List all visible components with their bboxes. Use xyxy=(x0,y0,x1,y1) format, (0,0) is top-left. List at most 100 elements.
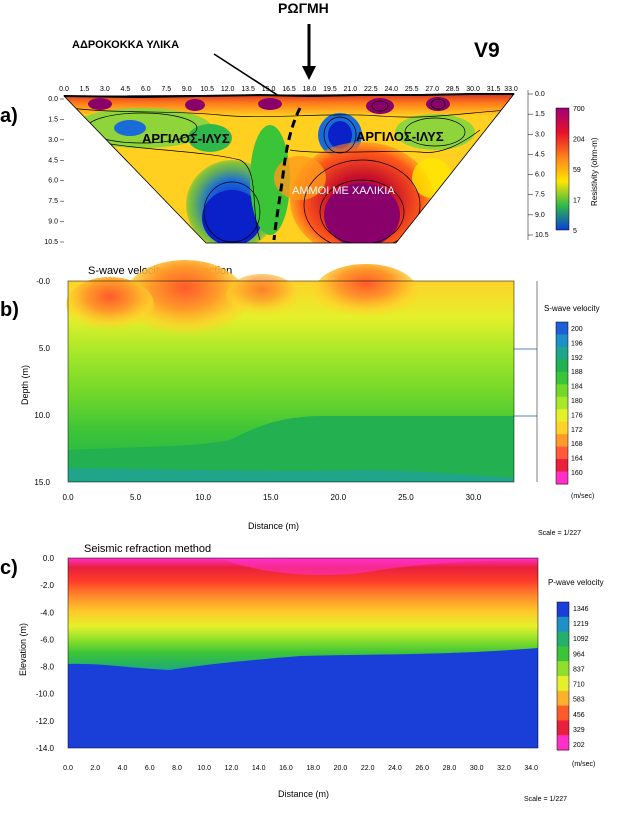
pwave-legend-value: 202 xyxy=(573,742,585,749)
c-y-tick-label: -8.0 xyxy=(40,663,54,672)
pwave-legend-value: 710 xyxy=(573,682,585,689)
c-y-tick-label: -6.0 xyxy=(40,635,54,644)
swave-legend-swatch xyxy=(556,421,568,435)
c-x-tick-label: 4.0 xyxy=(118,765,128,772)
c-y-tick-label: -12.0 xyxy=(36,717,55,726)
a-y-tick-label: 4.5 xyxy=(48,157,58,164)
c-x-tick-label: 18.0 xyxy=(306,765,320,772)
panel-c-label: c) xyxy=(0,557,18,579)
a-x-tick-label: 10.5 xyxy=(200,86,214,93)
sands-label: ΑΜΜΟΙ ΜΕ ΧΑΛΙΚΙΑ xyxy=(292,185,395,197)
swave-legend-swatch xyxy=(556,371,568,385)
panel-a-y-ticks-right: 0.0 1.5 3.0 4.5 6.0 7.5 9.0 10.5 xyxy=(527,90,549,240)
swave-legend-value: 176 xyxy=(571,412,583,419)
swave-legend-swatch xyxy=(556,346,568,360)
a-y-right-tick-label: 7.5 xyxy=(535,192,545,199)
c-y-tick-label: -4.0 xyxy=(40,608,54,617)
c-x-tick-label: 26.0 xyxy=(415,765,429,772)
pwave-legend-swatch xyxy=(557,690,569,707)
resistivity-colorbar-label: Resistivity (ohm-m) xyxy=(590,137,599,206)
b-x-tick-label: 5.0 xyxy=(130,493,142,502)
coarse-pointer xyxy=(213,53,283,99)
c-x-tick-label: 0.0 xyxy=(63,765,73,772)
c-x-tick-label: 22.0 xyxy=(361,765,375,772)
pwave-legend-value: 583 xyxy=(573,697,585,704)
c-x-tick-label: 12.0 xyxy=(225,765,239,772)
swave-legend-swatch xyxy=(556,384,568,398)
a-x-tick-label: 27.0 xyxy=(425,86,439,93)
pwave-legend-value: 456 xyxy=(573,712,585,719)
a-x-tick-label: 1.5 xyxy=(80,86,90,93)
a-x-tick-label: 24.0 xyxy=(384,86,398,93)
swave-units: (m/sec) xyxy=(571,493,594,500)
pwave-legend-swatch xyxy=(557,720,569,736)
c-x-tick-label: 2.0 xyxy=(90,765,100,772)
fault-line xyxy=(272,107,302,241)
resistivity-tick-label: 204 xyxy=(573,137,585,144)
swave-legend-swatch xyxy=(556,446,568,460)
resistivity-tick-label: 17 xyxy=(573,198,581,205)
swave-legend-value: 184 xyxy=(571,384,583,391)
swave-legend-value: 160 xyxy=(571,470,583,477)
a-x-tick-label: 15.0 xyxy=(262,86,276,93)
panel-c: c) Seismic refraction method 0.0 2.0 4.0 6.… xyxy=(0,543,604,803)
b-x-tick-label: 30.0 xyxy=(466,493,482,502)
swave-legend-value: 164 xyxy=(571,456,583,463)
a-y-right-tick-label: 0.0 xyxy=(535,91,545,98)
pwave-legend-swatch xyxy=(557,631,569,647)
swave-plot-area xyxy=(66,260,515,483)
c-x-tick-label: 10.0 xyxy=(197,765,211,772)
pwave-legend-value: 1092 xyxy=(573,636,589,643)
pwave-legend-value: 1346 xyxy=(573,606,589,613)
a-y-tick-label: 1.5 xyxy=(48,116,58,123)
c-y-tick-label: 0.0 xyxy=(43,554,55,563)
a-x-tick-label: 22.5 xyxy=(364,86,378,93)
b-y-tick-label: -0.0 xyxy=(36,277,50,286)
panel-a: a) V9 ΡΩΓΜΗ ΑΔΡΟΚΟΚΚΑ ΥΛΙΚΑ 0.0 1.5 3.0 4.5… xyxy=(0,0,599,246)
a-x-tick-label: 13.5 xyxy=(241,86,255,93)
swave-legend-swatch xyxy=(556,434,568,448)
pwave-legend: 1346 1219 1092 964 837 710 583 456 329 202 xyxy=(556,601,589,751)
resistivity-tick-label: 59 xyxy=(573,167,581,174)
pwave-legend-value: 1219 xyxy=(573,621,589,628)
b-y-tick-label: 15.0 xyxy=(34,478,50,487)
pwave-legend-swatch xyxy=(557,616,569,633)
a-y-tick-label: 3.0 xyxy=(48,137,58,144)
c-x-tick-label: 14.0 xyxy=(252,765,266,772)
swave-legend-value: 172 xyxy=(571,427,583,434)
c-x-tick-label: 24.0 xyxy=(388,765,402,772)
panel-c-x-ticks: 0.0 2.0 4.0 6.0 8.0 10.0 12.0 14.0 16.0 18.0 20.0 2… xyxy=(63,765,538,772)
panel-b-xlabel: Distance (m) xyxy=(248,521,299,531)
swave-legend-frame xyxy=(555,321,569,485)
a-x-tick-label: 31.5 xyxy=(487,86,501,93)
topography-line xyxy=(63,93,514,99)
swave-legend-value: 200 xyxy=(571,326,583,333)
site-label: V9 xyxy=(474,39,500,62)
c-x-tick-label: 32.0 xyxy=(497,765,511,772)
pwave-legend-swatch xyxy=(557,646,569,662)
a-x-tick-label: 4.5 xyxy=(120,86,130,93)
c-x-tick-label: 28.0 xyxy=(443,765,457,772)
c-x-tick-label: 34.0 xyxy=(524,765,538,772)
panel-c-xlabel: Distance (m) xyxy=(278,789,329,799)
pwave-legend-swatch xyxy=(557,705,569,721)
b-x-tick-label: 25.0 xyxy=(398,493,414,502)
crack-annotation: ΡΩΓΜΗ xyxy=(278,0,329,16)
a-y-tick-label: 9.0 xyxy=(48,219,58,226)
a-y-right-tick-label: 4.5 xyxy=(535,151,545,158)
b-y-tick-label: 10.0 xyxy=(34,411,50,420)
c-y-tick-label: -2.0 xyxy=(40,581,54,590)
panel-b-label: b) xyxy=(0,299,19,321)
a-x-tick-label: 7.5 xyxy=(161,86,171,93)
swave-legend-value: 192 xyxy=(571,355,583,362)
a-x-tick-label: 25.5 xyxy=(405,86,419,93)
swave-legend-swatch xyxy=(556,322,568,335)
b-x-tick-label: 15.0 xyxy=(263,493,279,502)
a-y-tick-label: 7.5 xyxy=(48,198,58,205)
panel-c-ylabel: Elevation (m) xyxy=(18,623,28,676)
panel-c-y-ticks: 0.0 -2.0 -4.0 -6.0 -8.0 -10.0 -12.0 -14.0 xyxy=(36,554,55,753)
pwave-legend-frame xyxy=(556,601,570,751)
c-x-tick-label: 20.0 xyxy=(334,765,348,772)
panel-c-title: Seismic refraction method xyxy=(84,543,211,555)
